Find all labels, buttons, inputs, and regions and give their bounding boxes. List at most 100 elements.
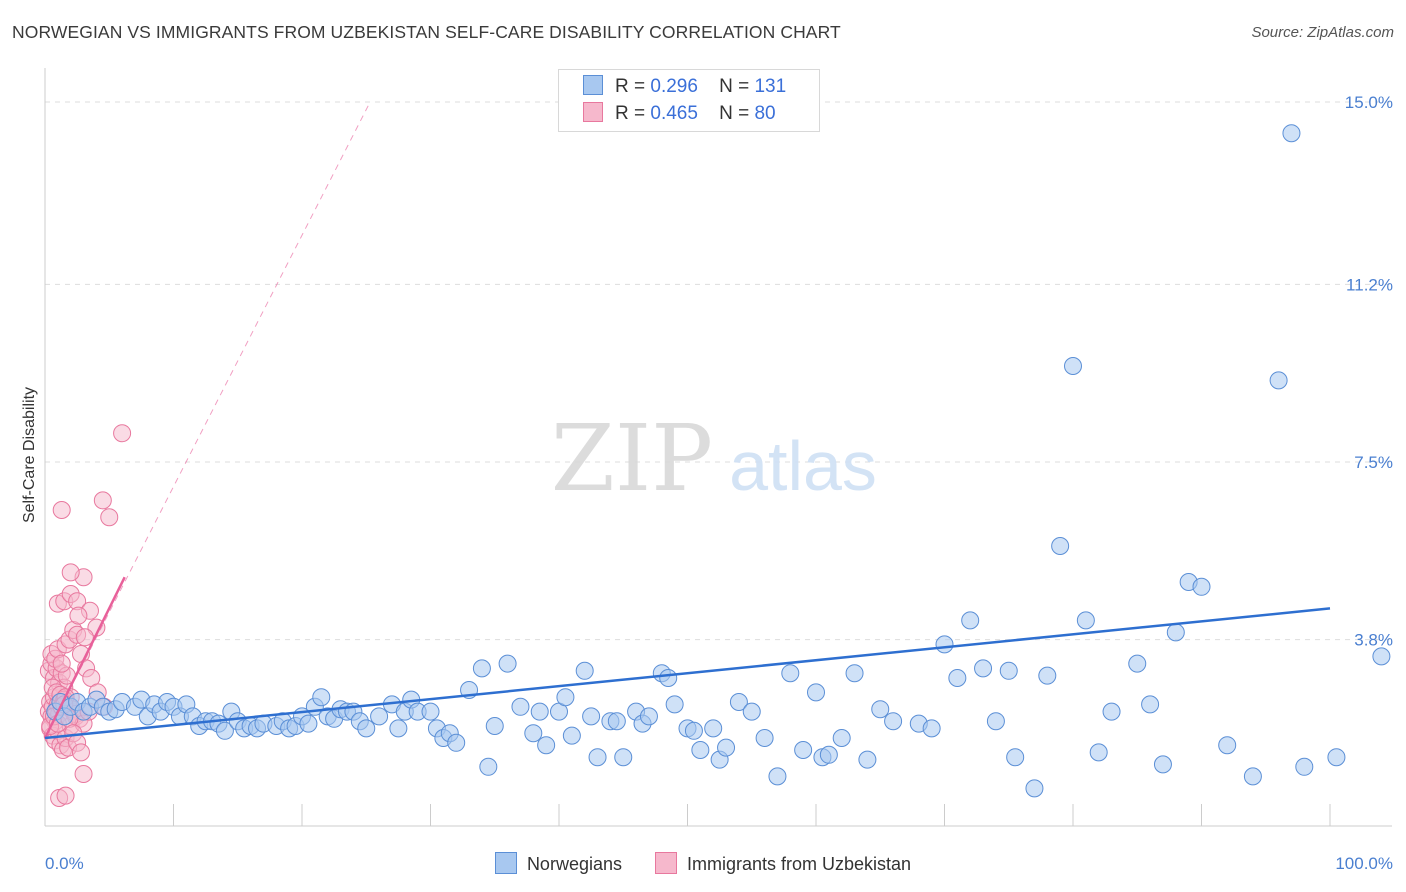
data-point-norwegians xyxy=(659,669,678,687)
data-point-norwegians xyxy=(1089,743,1108,762)
legend-r-value: 0.465 xyxy=(650,103,698,124)
data-point-norwegians xyxy=(447,733,466,752)
data-point-norwegians xyxy=(1128,654,1147,673)
data-point-norwegians xyxy=(479,757,498,776)
y-tick-label: 11.2% xyxy=(1346,275,1393,294)
data-point-norwegians xyxy=(1327,748,1346,767)
data-point-norwegians xyxy=(530,702,549,721)
data-point-norwegians xyxy=(498,654,517,673)
data-point-norwegians xyxy=(1102,702,1121,721)
legend-swatch-pink xyxy=(655,852,677,874)
legend-n-label: N = xyxy=(719,76,750,97)
data-point-norwegians xyxy=(684,721,703,740)
data-point-norwegians xyxy=(755,729,774,747)
legend-r-label: R = xyxy=(615,76,646,97)
series-legend: Norwegians Immigrants from Uzbekistan xyxy=(0,852,1406,875)
axes xyxy=(44,68,1392,827)
data-point-norwegians xyxy=(948,669,967,687)
data-point-norwegians xyxy=(357,719,376,738)
watermark-zip: ZIP xyxy=(551,405,713,512)
data-point-uzbekistan xyxy=(100,508,119,527)
data-point-norwegians xyxy=(1269,371,1288,390)
y-axis-title: Self-Care Disability xyxy=(21,387,38,523)
data-point-norwegians xyxy=(884,712,903,731)
data-point-norwegians xyxy=(370,707,389,726)
legend-label-norwegians: Norwegians xyxy=(526,854,622,874)
data-point-norwegians xyxy=(1218,736,1237,755)
x-tick-label: 0.0% xyxy=(45,854,84,873)
data-point-norwegians xyxy=(1025,779,1044,798)
chart-title: NORWEGIAN VS IMMIGRANTS FROM UZBEKISTAN … xyxy=(12,22,841,42)
data-point-norwegians xyxy=(472,659,491,678)
data-point-uzbekistan xyxy=(61,563,80,582)
data-point-norwegians xyxy=(974,659,993,678)
data-point-uzbekistan xyxy=(93,491,112,510)
data-point-norwegians xyxy=(1038,666,1057,685)
data-point-norwegians xyxy=(781,664,800,683)
data-point-norwegians xyxy=(986,712,1005,731)
data-point-norwegians xyxy=(1006,748,1025,767)
stats-legend: R = 0.296 N = 131 R = 0.465 N = 80 xyxy=(558,69,820,132)
data-point-norwegians xyxy=(935,635,954,654)
data-point-norwegians xyxy=(562,726,581,745)
y-tick-label: 15.0% xyxy=(1345,93,1393,112)
data-point-norwegians xyxy=(922,719,941,738)
data-point-uzbekistan xyxy=(52,501,71,519)
data-point-norwegians xyxy=(421,702,440,721)
data-point-norwegians xyxy=(537,736,556,755)
trend-line-norwegians xyxy=(44,607,1331,740)
data-point-uzbekistan xyxy=(69,606,88,625)
series-uzbekistan-points xyxy=(39,424,132,807)
data-point-norwegians xyxy=(1295,757,1314,776)
trend-lines xyxy=(43,101,1331,740)
data-point-uzbekistan xyxy=(75,628,94,647)
data-point-norwegians xyxy=(768,767,787,786)
data-point-norwegians xyxy=(794,741,813,759)
legend-row-uzbekistan: R = 0.465 N = 80 xyxy=(583,102,776,126)
legend-swatch-pink xyxy=(583,102,603,122)
data-point-norwegians xyxy=(485,717,504,735)
x-tick-label: 100.0% xyxy=(1335,854,1393,873)
grid-lines xyxy=(45,101,1392,641)
legend-item-norwegians: Norwegians xyxy=(494,852,622,875)
data-point-norwegians xyxy=(639,707,658,726)
legend-item-uzbekistan: Immigrants from Uzbekistan xyxy=(655,852,911,875)
data-point-norwegians xyxy=(389,719,408,738)
series-norwegians-points xyxy=(46,124,1391,798)
legend-n-value: 80 xyxy=(754,103,776,124)
data-point-norwegians xyxy=(1166,623,1185,642)
data-point-norwegians xyxy=(299,714,318,733)
trend-line-uzbekistan-extended xyxy=(44,101,371,739)
data-point-norwegians xyxy=(1153,755,1172,774)
data-point-norwegians xyxy=(832,729,851,747)
legend-r-label: R = xyxy=(615,103,646,124)
data-point-uzbekistan xyxy=(56,786,75,805)
data-point-norwegians xyxy=(1141,695,1160,714)
source-label: Source: ZipAtlas.com xyxy=(1251,24,1394,41)
data-point-uzbekistan xyxy=(71,743,90,762)
data-point-norwegians xyxy=(312,688,331,707)
data-point-norwegians xyxy=(819,745,838,764)
data-point-norwegians xyxy=(1051,537,1070,555)
legend-label-uzbekistan: Immigrants from Uzbekistan xyxy=(687,854,912,874)
watermark: ZIP atlas xyxy=(551,405,877,512)
data-point-norwegians xyxy=(1372,647,1391,666)
data-point-norwegians xyxy=(871,700,890,719)
legend-swatch-blue xyxy=(583,75,603,95)
data-point-norwegians xyxy=(845,664,864,683)
data-point-norwegians xyxy=(691,741,710,759)
data-point-norwegians xyxy=(1282,124,1301,143)
legend-swatch-blue xyxy=(494,852,517,874)
data-point-norwegians xyxy=(858,750,877,769)
data-point-norwegians xyxy=(807,683,825,702)
data-point-norwegians xyxy=(582,707,601,726)
trend-line-uzbekistan xyxy=(43,576,126,739)
data-point-norwegians xyxy=(511,697,530,716)
data-point-norwegians xyxy=(1192,577,1211,596)
data-point-norwegians xyxy=(729,693,748,711)
data-point-norwegians xyxy=(575,661,594,680)
data-point-norwegians xyxy=(665,695,684,714)
data-point-norwegians xyxy=(1064,357,1082,375)
data-point-norwegians xyxy=(556,688,575,707)
